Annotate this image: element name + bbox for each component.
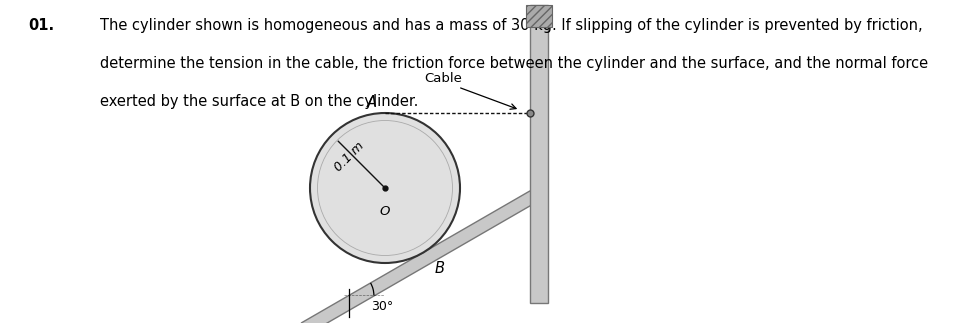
Text: 0.1 m: 0.1 m (332, 139, 367, 174)
Polygon shape (526, 5, 552, 27)
Text: determine the tension in the cable, the friction force between the cylinder and : determine the tension in the cable, the … (100, 56, 928, 71)
Circle shape (310, 113, 460, 263)
Text: B: B (435, 261, 444, 276)
Text: O: O (380, 205, 390, 218)
Text: The cylinder shown is homogeneous and has a mass of 30 kg. If slipping of the cy: The cylinder shown is homogeneous and ha… (100, 18, 923, 33)
Text: 30°: 30° (371, 300, 393, 313)
Polygon shape (530, 5, 548, 303)
Text: exerted by the surface at B on the cylinder.: exerted by the surface at B on the cylin… (100, 94, 418, 109)
Text: 01.: 01. (28, 18, 54, 33)
Text: Cable: Cable (424, 72, 462, 85)
Polygon shape (301, 191, 536, 323)
Text: A: A (367, 95, 377, 110)
